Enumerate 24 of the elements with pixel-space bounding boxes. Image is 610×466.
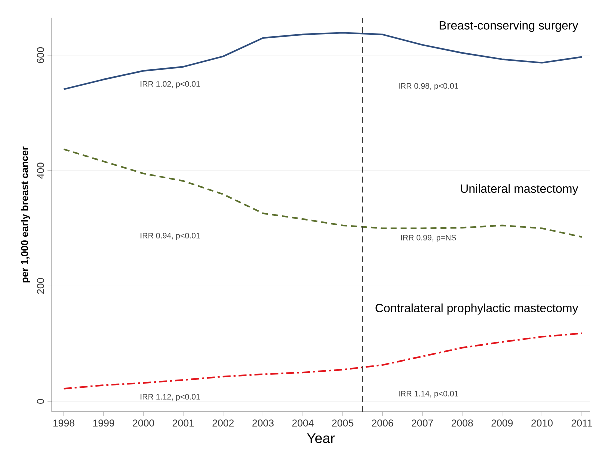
x-tick-label: 2009 <box>492 420 513 427</box>
x-tick-label: 2001 <box>172 420 194 427</box>
y-axis-title: per 1,000 early breast cancer <box>21 146 30 283</box>
x-tick-label: 2011 <box>572 420 592 427</box>
x-axis-title: Year <box>307 434 335 444</box>
x-tick-label: 2002 <box>212 420 234 427</box>
x-tick-label: 2006 <box>372 420 394 427</box>
x-tick-label: 1999 <box>94 420 114 427</box>
x-tick-label: 2004 <box>292 420 314 427</box>
y-tick-label: 400 <box>37 162 44 179</box>
series-label: Contralateral prophylactic mastectomy <box>376 304 578 315</box>
x-tick-label: 2007 <box>412 420 434 427</box>
text: Unilateral mastectomy <box>461 184 578 196</box>
line-series <box>63 32 583 90</box>
y-tick-label: 200 <box>37 278 44 294</box>
x-tick-label: 2010 <box>532 420 553 427</box>
series-label: Breast-conserving surgery <box>440 21 578 32</box>
x-tick-label: 2000 <box>133 420 154 427</box>
x-tick-label: 2005 <box>332 420 354 427</box>
x-tick-label: 2008 <box>452 420 474 427</box>
x-tick-label: 2003 <box>252 420 274 427</box>
x-tick-label: 1998 <box>54 420 75 427</box>
y-tick-label: 0 <box>37 399 44 404</box>
y-tick-label: 600 <box>37 48 44 64</box>
